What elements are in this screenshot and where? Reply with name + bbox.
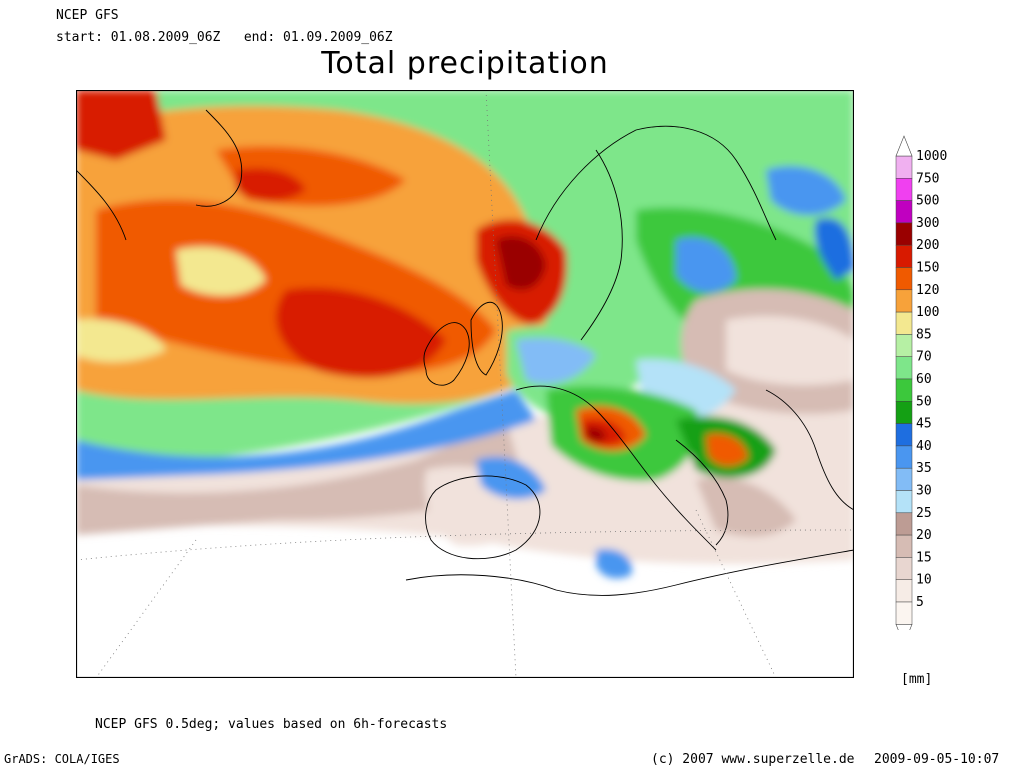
legend-label: 50 — [916, 394, 932, 409]
start-label: start: — [56, 30, 103, 45]
end-date: 01.09.2009_06Z — [283, 30, 393, 45]
legend-swatch — [895, 512, 913, 536]
legend-label: 20 — [916, 528, 932, 543]
legend-swatch — [895, 289, 913, 313]
coastlines — [76, 109, 854, 596]
legend-label: 35 — [916, 461, 932, 476]
precip-field — [76, 90, 854, 579]
legend-swatch — [895, 490, 913, 514]
legend-label: 120 — [916, 283, 939, 298]
end-label: end: — [243, 30, 276, 45]
legend-label: 60 — [916, 372, 932, 387]
legend-label: 5 — [916, 595, 924, 610]
legend-label: 10 — [916, 573, 932, 588]
precipitation-map — [76, 90, 854, 678]
legend-swatch — [895, 423, 913, 447]
start-date: 01.08.2009_06Z — [110, 30, 221, 45]
legend-label: 750 — [916, 171, 939, 186]
model-label: NCEP GFS — [56, 8, 119, 23]
copyright: (c) 2007 www.superzelle.de — [651, 752, 855, 767]
legend-swatch — [895, 244, 913, 268]
legend-top-arrow — [895, 135, 913, 157]
legend-swatch — [895, 267, 913, 291]
map-title: Total precipitation — [321, 46, 609, 81]
legend-label: 150 — [916, 261, 939, 276]
period-line: start: 01.08.2009_06Z end: 01.09.2009_06… — [56, 30, 393, 45]
legend-label: 40 — [916, 439, 932, 454]
legend-label: 45 — [916, 417, 932, 432]
legend-label: 200 — [916, 238, 939, 253]
legend-swatch — [895, 467, 913, 491]
legend-swatch — [895, 579, 913, 603]
legend-swatch — [895, 311, 913, 335]
legend-swatch — [895, 401, 913, 424]
legend-label: 70 — [916, 350, 932, 365]
legend-label: 85 — [916, 327, 932, 342]
grads-credit: GrADS: COLA/IGES — [4, 752, 120, 766]
legend-label: 15 — [916, 550, 932, 565]
graticule — [76, 90, 854, 678]
legend-swatch — [895, 557, 913, 580]
legend-swatch — [895, 601, 913, 625]
footnote: NCEP GFS 0.5deg; values based on 6h-fore… — [95, 717, 448, 732]
legend-label: 30 — [916, 484, 932, 499]
legend-swatch — [895, 378, 913, 402]
legend-bottom-arrow — [895, 624, 913, 630]
legend-swatch — [895, 334, 913, 357]
legend-swatch — [895, 222, 913, 246]
legend-swatch — [895, 445, 913, 469]
legend-swatch — [895, 178, 913, 201]
legend-swatch — [895, 356, 913, 380]
timestamp: 2009-09-05-10:07 — [874, 752, 1000, 767]
legend-swatch — [895, 534, 913, 558]
legend-label: 300 — [916, 216, 939, 231]
legend-label: 100 — [916, 305, 939, 320]
legend-swatch — [895, 155, 913, 179]
legend-label: 25 — [916, 506, 932, 521]
legend-unit: [mm] — [901, 672, 933, 687]
legend-label: 1000 — [916, 149, 947, 164]
legend-swatch — [895, 200, 913, 224]
legend-label: 500 — [916, 194, 939, 209]
color-scale-legend: 1000 750 500 300 200 150 120 100 85 70 60 50 45 40 35 3… — [895, 135, 947, 630]
